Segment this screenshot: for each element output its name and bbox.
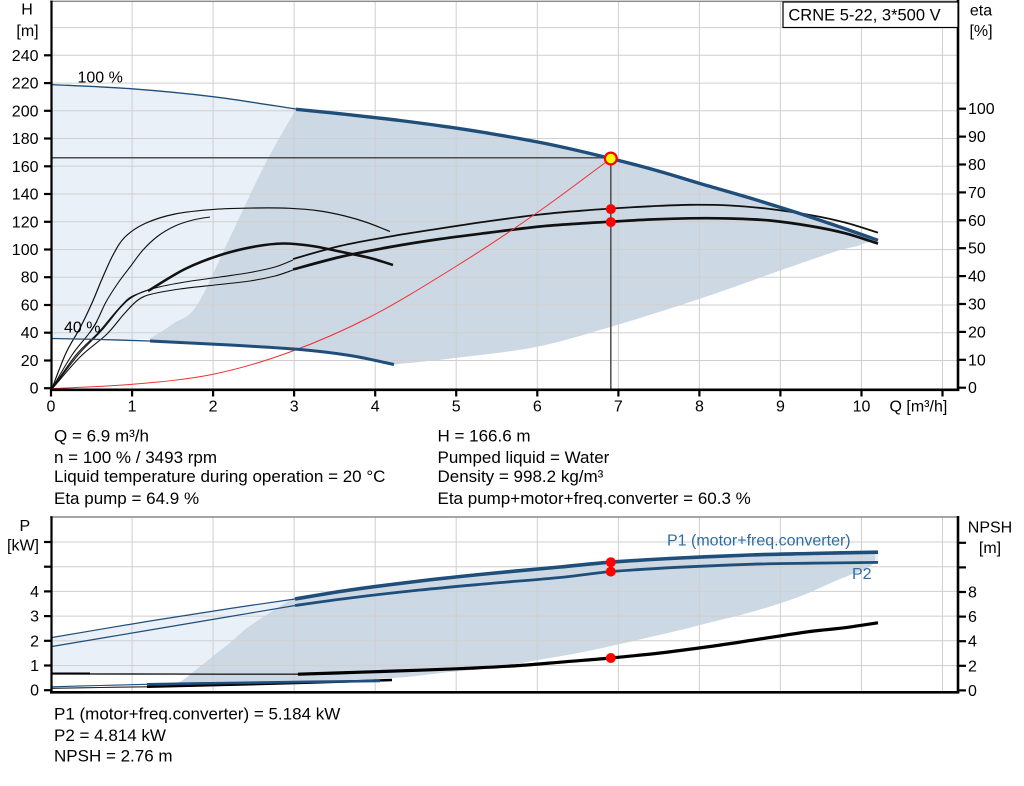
svg-text:60: 60 [968, 213, 986, 230]
svg-text:40: 40 [21, 325, 39, 342]
svg-text:NPSH: NPSH [968, 520, 1012, 537]
svg-text:0: 0 [47, 399, 56, 416]
svg-text:0: 0 [30, 683, 39, 700]
svg-text:100: 100 [12, 242, 39, 259]
svg-text:140: 140 [12, 187, 39, 204]
svg-text:6: 6 [533, 399, 542, 416]
svg-text:4: 4 [371, 399, 380, 416]
svg-text:P2: P2 [852, 566, 872, 583]
svg-text:[%]: [%] [969, 23, 992, 40]
svg-text:P2 = 4.814 kW: P2 = 4.814 kW [54, 726, 166, 745]
svg-text:0: 0 [968, 380, 977, 397]
svg-text:Q [m³/h]: Q [m³/h] [890, 399, 948, 416]
svg-text:2: 2 [30, 633, 39, 650]
svg-text:0: 0 [968, 683, 977, 700]
svg-text:Eta pump = 64.9 %: Eta pump = 64.9 % [54, 489, 199, 508]
svg-text:20: 20 [968, 324, 986, 341]
svg-text:160: 160 [12, 159, 39, 176]
svg-text:4: 4 [968, 634, 977, 651]
svg-text:P1 (motor+freq.converter) = 5.: P1 (motor+freq.converter) = 5.184 kW [54, 704, 340, 723]
svg-text:100 %: 100 % [78, 70, 123, 87]
svg-text:120: 120 [12, 214, 39, 231]
svg-text:2: 2 [209, 399, 218, 416]
svg-text:Pumped liquid = Water: Pumped liquid = Water [438, 448, 610, 467]
svg-text:10: 10 [853, 399, 871, 416]
svg-text:90: 90 [968, 129, 986, 146]
svg-text:7: 7 [614, 399, 623, 416]
svg-text:8: 8 [968, 585, 977, 602]
svg-text:P: P [19, 518, 30, 535]
svg-text:[m]: [m] [16, 23, 38, 40]
svg-text:40 %: 40 % [64, 320, 100, 337]
svg-text:200: 200 [12, 103, 39, 120]
svg-text:2: 2 [968, 658, 977, 675]
svg-text:H: H [21, 2, 33, 19]
svg-text:3: 3 [30, 609, 39, 626]
svg-text:H = 166.6 m: H = 166.6 m [438, 426, 531, 445]
svg-text:3: 3 [290, 399, 299, 416]
svg-text:1: 1 [128, 399, 137, 416]
svg-text:eta: eta [970, 3, 992, 20]
svg-text:4: 4 [30, 584, 39, 601]
svg-text:P1 (motor+freq.converter): P1 (motor+freq.converter) [667, 533, 851, 550]
svg-text:[kW]: [kW] [7, 538, 39, 555]
svg-text:[m]: [m] [979, 540, 1001, 557]
svg-text:8: 8 [695, 399, 704, 416]
svg-text:NPSH = 2.76 m: NPSH = 2.76 m [54, 747, 173, 766]
svg-text:220: 220 [12, 76, 39, 93]
svg-text:9: 9 [776, 399, 785, 416]
svg-text:80: 80 [21, 270, 39, 287]
svg-text:1: 1 [30, 658, 39, 675]
svg-text:30: 30 [968, 297, 986, 314]
svg-text:CRNE 5-22, 3*500 V: CRNE 5-22, 3*500 V [788, 7, 940, 25]
svg-text:180: 180 [12, 131, 39, 148]
svg-text:240: 240 [12, 48, 39, 65]
svg-text:n = 100 % / 3493 rpm: n = 100 % / 3493 rpm [54, 448, 217, 467]
svg-text:40: 40 [968, 269, 986, 286]
svg-text:Eta pump+motor+freq.converter: Eta pump+motor+freq.converter = 60.3 % [438, 489, 751, 508]
svg-text:50: 50 [968, 241, 986, 258]
svg-text:Density = 998.2 kg/m³: Density = 998.2 kg/m³ [438, 467, 604, 486]
svg-text:80: 80 [968, 157, 986, 174]
svg-text:Q = 6.9 m³/h: Q = 6.9 m³/h [54, 426, 149, 445]
svg-text:0: 0 [30, 381, 39, 398]
svg-text:10: 10 [968, 352, 986, 369]
svg-text:100: 100 [968, 101, 995, 118]
svg-text:20: 20 [21, 353, 39, 370]
svg-text:6: 6 [968, 609, 977, 626]
svg-text:Liquid temperature during oper: Liquid temperature during operation = 20… [54, 467, 385, 486]
svg-text:5: 5 [452, 399, 461, 416]
svg-text:60: 60 [21, 297, 39, 314]
svg-text:70: 70 [968, 185, 986, 202]
